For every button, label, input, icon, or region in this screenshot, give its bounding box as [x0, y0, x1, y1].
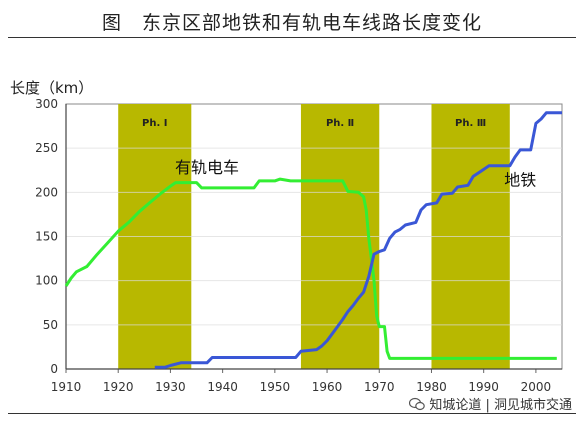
x-tick-label: 2000 — [521, 380, 552, 394]
y-axis-title: 长度（km） — [10, 79, 93, 97]
figure-title: 图 东京区部地铁和有轨电车线路长度变化 — [101, 12, 482, 34]
title-divider — [8, 37, 576, 38]
x-tick-label: 1970 — [364, 380, 395, 394]
y-tick-label: 200 — [35, 185, 58, 199]
x-tick-label: 1910 — [51, 380, 82, 394]
series-line-1 — [64, 177, 557, 360]
series-label-tram: 有轨电车 — [175, 158, 239, 177]
x-tick-label: 1950 — [260, 380, 291, 394]
x-tick-label: 1960 — [312, 380, 343, 394]
x-tick-label: 1990 — [468, 380, 499, 394]
x-tick-label: 1920 — [103, 380, 134, 394]
y-tick-label: 50 — [43, 318, 58, 332]
series-label-subway: 地铁 — [504, 170, 536, 189]
x-tick-label: 1930 — [155, 380, 186, 394]
x-tick-label: 1980 — [416, 380, 447, 394]
y-tick-label: 0 — [50, 362, 58, 376]
series-line-2 — [154, 111, 562, 369]
x-tick-label: 1940 — [207, 380, 238, 394]
watermark: 知城论道 | 洞见城市交通 — [409, 394, 572, 413]
phase-label-1: Ph. Ⅰ — [142, 118, 167, 129]
watermark-text: 知城论道 | 洞见城市交通 — [429, 398, 572, 413]
bottom-divider — [8, 413, 576, 414]
phase-label-3: Ph. Ⅲ — [455, 118, 486, 129]
wechat-icon — [409, 397, 426, 410]
phase-label-2: Ph. Ⅱ — [326, 118, 354, 129]
y-tick-label: 250 — [35, 141, 58, 155]
y-tick-label: 150 — [35, 230, 58, 244]
y-tick-label: 300 — [35, 97, 58, 111]
y-tick-label: 100 — [35, 274, 58, 288]
